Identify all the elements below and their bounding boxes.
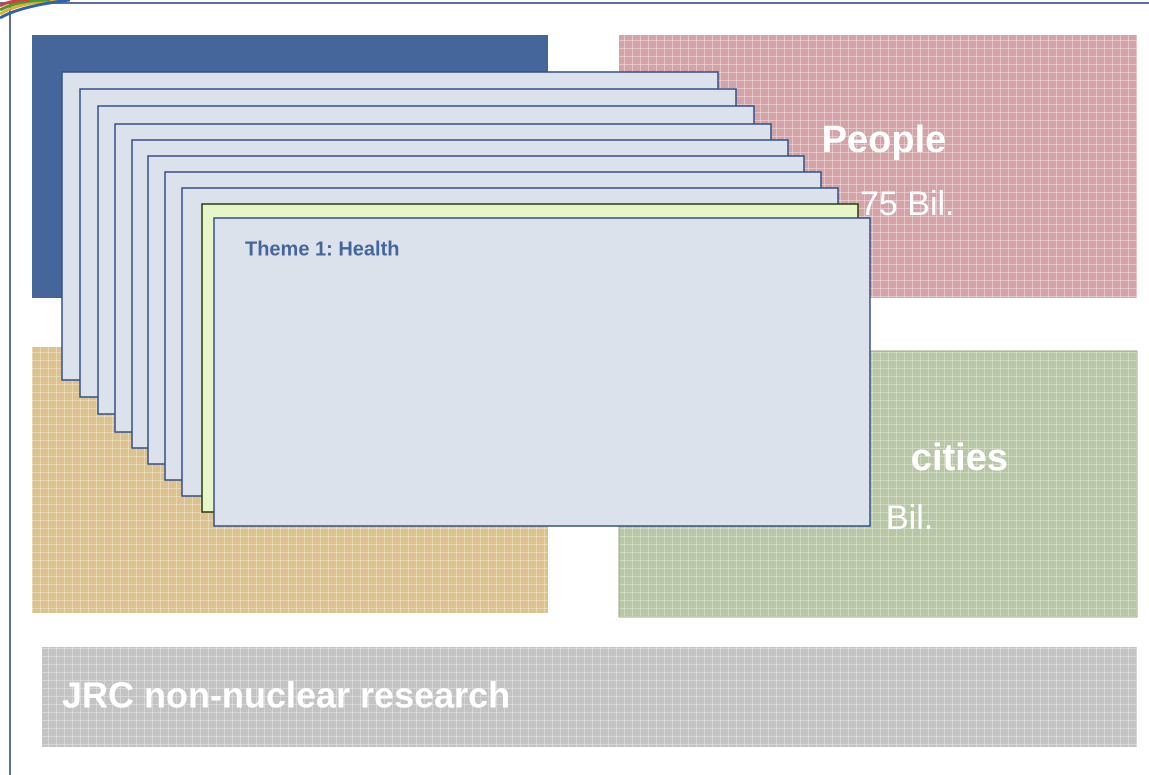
block-title: People [822, 119, 947, 161]
bottom-title: JRC non-nuclear research [62, 675, 510, 716]
card-title: Theme 1: Health [245, 238, 399, 260]
block-amount: Bil. [886, 499, 933, 537]
card-stack [61, 71, 871, 527]
block-amount: 75 Bil. [860, 185, 955, 223]
logo [0, 0, 71, 20]
jrc-block [42, 647, 1137, 747]
card [213, 217, 871, 527]
block-title: cities [911, 437, 1008, 479]
